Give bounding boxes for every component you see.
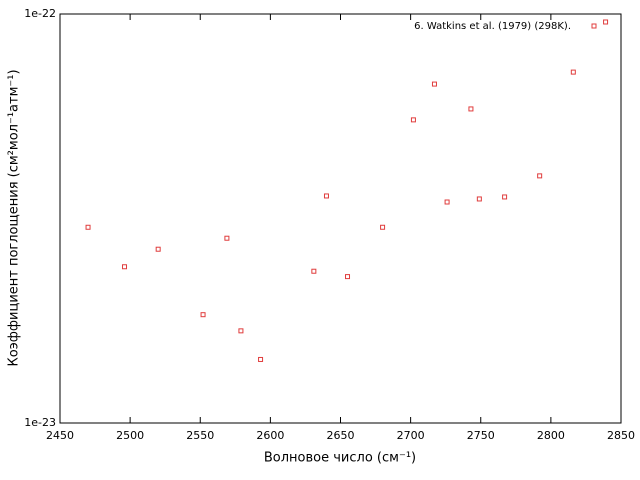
- x-tick-label: 2800: [537, 429, 565, 442]
- x-tick-label: 2500: [116, 429, 144, 442]
- data-point: [502, 194, 508, 200]
- data-point: [431, 81, 437, 87]
- data-point: [155, 246, 161, 252]
- data-point: [345, 274, 351, 280]
- legend-marker: [591, 23, 597, 29]
- data-point: [122, 264, 128, 270]
- x-tick-label: 2650: [327, 429, 355, 442]
- plot-frame: [59, 13, 622, 424]
- data-point: [410, 117, 416, 123]
- data-point: [200, 312, 206, 318]
- x-tick-label: 2850: [607, 429, 635, 442]
- data-point: [603, 19, 609, 25]
- x-tick-label: 2550: [186, 429, 214, 442]
- y-tick-label: 1e-22: [24, 7, 56, 20]
- x-tick-label: 2750: [467, 429, 495, 442]
- x-tick-label: 2700: [397, 429, 425, 442]
- data-point: [476, 196, 482, 202]
- data-point: [444, 199, 450, 205]
- y-axis-title: Коэффициент поглощения (см²мол⁻¹атм⁻¹): [7, 69, 22, 366]
- data-point: [468, 106, 474, 112]
- data-point: [224, 235, 230, 241]
- data-point: [311, 268, 317, 274]
- data-point: [85, 224, 91, 230]
- x-axis-title: Волновое число (см⁻¹): [264, 451, 416, 466]
- x-tick-label: 2450: [46, 429, 74, 442]
- data-point: [537, 173, 543, 179]
- data-point: [258, 356, 264, 362]
- legend-text: 6. Watkins et al. (1979) (298K).: [414, 21, 571, 32]
- y-tick-label: 1e-23: [24, 416, 56, 429]
- data-point: [323, 193, 329, 199]
- data-point: [238, 328, 244, 334]
- data-point: [380, 224, 386, 230]
- x-tick-label: 2600: [256, 429, 284, 442]
- data-point: [570, 69, 576, 75]
